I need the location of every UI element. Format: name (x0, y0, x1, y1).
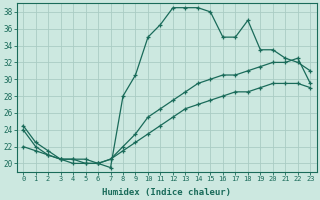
X-axis label: Humidex (Indice chaleur): Humidex (Indice chaleur) (102, 188, 231, 197)
